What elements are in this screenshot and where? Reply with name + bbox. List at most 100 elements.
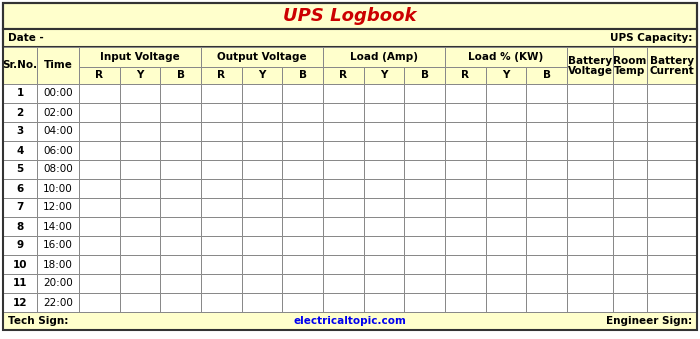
- Text: Battery: Battery: [650, 57, 694, 66]
- Text: R: R: [95, 71, 104, 80]
- Bar: [323, 293, 364, 312]
- Bar: [647, 236, 697, 255]
- Bar: [3, 160, 37, 179]
- Bar: [37, 198, 79, 217]
- Bar: [160, 198, 201, 217]
- Bar: [201, 84, 241, 103]
- Bar: [526, 255, 567, 274]
- Bar: [201, 179, 241, 198]
- Bar: [241, 236, 282, 255]
- Text: B: B: [542, 71, 551, 80]
- Bar: [445, 255, 486, 274]
- Bar: [567, 293, 613, 312]
- Bar: [120, 122, 160, 141]
- Bar: [405, 179, 445, 198]
- Bar: [405, 255, 445, 274]
- Bar: [405, 141, 445, 160]
- Bar: [79, 236, 120, 255]
- Text: B: B: [299, 71, 307, 80]
- Bar: [486, 274, 526, 293]
- Bar: [241, 179, 282, 198]
- Bar: [613, 255, 647, 274]
- Bar: [160, 141, 201, 160]
- Bar: [282, 217, 323, 236]
- Bar: [3, 179, 37, 198]
- Bar: [526, 198, 567, 217]
- Bar: [405, 67, 445, 84]
- Bar: [79, 160, 120, 179]
- Bar: [613, 198, 647, 217]
- Bar: [364, 236, 405, 255]
- Bar: [120, 236, 160, 255]
- Bar: [445, 47, 567, 67]
- Text: Battery: Battery: [568, 57, 612, 66]
- Bar: [37, 160, 79, 179]
- Bar: [241, 293, 282, 312]
- Text: UPS Capacity:: UPS Capacity:: [610, 33, 692, 43]
- Bar: [79, 103, 120, 122]
- Bar: [37, 293, 79, 312]
- Bar: [241, 103, 282, 122]
- Bar: [647, 103, 697, 122]
- Bar: [647, 274, 697, 293]
- Bar: [445, 67, 486, 84]
- Bar: [567, 236, 613, 255]
- Bar: [3, 122, 37, 141]
- Bar: [37, 217, 79, 236]
- Bar: [323, 160, 364, 179]
- Bar: [3, 293, 37, 312]
- Bar: [201, 122, 241, 141]
- Bar: [567, 198, 613, 217]
- Text: 06:00: 06:00: [43, 145, 73, 156]
- Bar: [613, 217, 647, 236]
- Bar: [160, 236, 201, 255]
- Bar: [526, 274, 567, 293]
- Bar: [323, 122, 364, 141]
- Bar: [3, 84, 37, 103]
- Bar: [364, 160, 405, 179]
- Bar: [241, 122, 282, 141]
- Bar: [37, 255, 79, 274]
- Bar: [3, 217, 37, 236]
- Bar: [120, 160, 160, 179]
- Bar: [405, 160, 445, 179]
- Text: 4: 4: [16, 145, 24, 156]
- Bar: [445, 141, 486, 160]
- Bar: [526, 160, 567, 179]
- Bar: [3, 141, 37, 160]
- Bar: [282, 179, 323, 198]
- Bar: [445, 274, 486, 293]
- Bar: [241, 255, 282, 274]
- Bar: [201, 141, 241, 160]
- Bar: [647, 47, 697, 84]
- Bar: [567, 103, 613, 122]
- Bar: [647, 255, 697, 274]
- Bar: [405, 274, 445, 293]
- Bar: [3, 29, 697, 47]
- Text: B: B: [421, 71, 428, 80]
- Bar: [323, 141, 364, 160]
- Bar: [3, 312, 697, 330]
- Bar: [647, 179, 697, 198]
- Bar: [282, 255, 323, 274]
- Bar: [323, 84, 364, 103]
- Bar: [364, 293, 405, 312]
- Bar: [364, 274, 405, 293]
- Bar: [323, 103, 364, 122]
- Bar: [567, 217, 613, 236]
- Text: Output Voltage: Output Voltage: [217, 52, 307, 62]
- Bar: [282, 122, 323, 141]
- Bar: [647, 141, 697, 160]
- Bar: [241, 84, 282, 103]
- Bar: [364, 122, 405, 141]
- Bar: [241, 141, 282, 160]
- Bar: [323, 179, 364, 198]
- Bar: [486, 255, 526, 274]
- Bar: [120, 198, 160, 217]
- Text: Room: Room: [613, 57, 647, 66]
- Bar: [445, 160, 486, 179]
- Text: 6: 6: [16, 183, 24, 194]
- Bar: [37, 236, 79, 255]
- Text: Time: Time: [43, 60, 72, 71]
- Bar: [282, 236, 323, 255]
